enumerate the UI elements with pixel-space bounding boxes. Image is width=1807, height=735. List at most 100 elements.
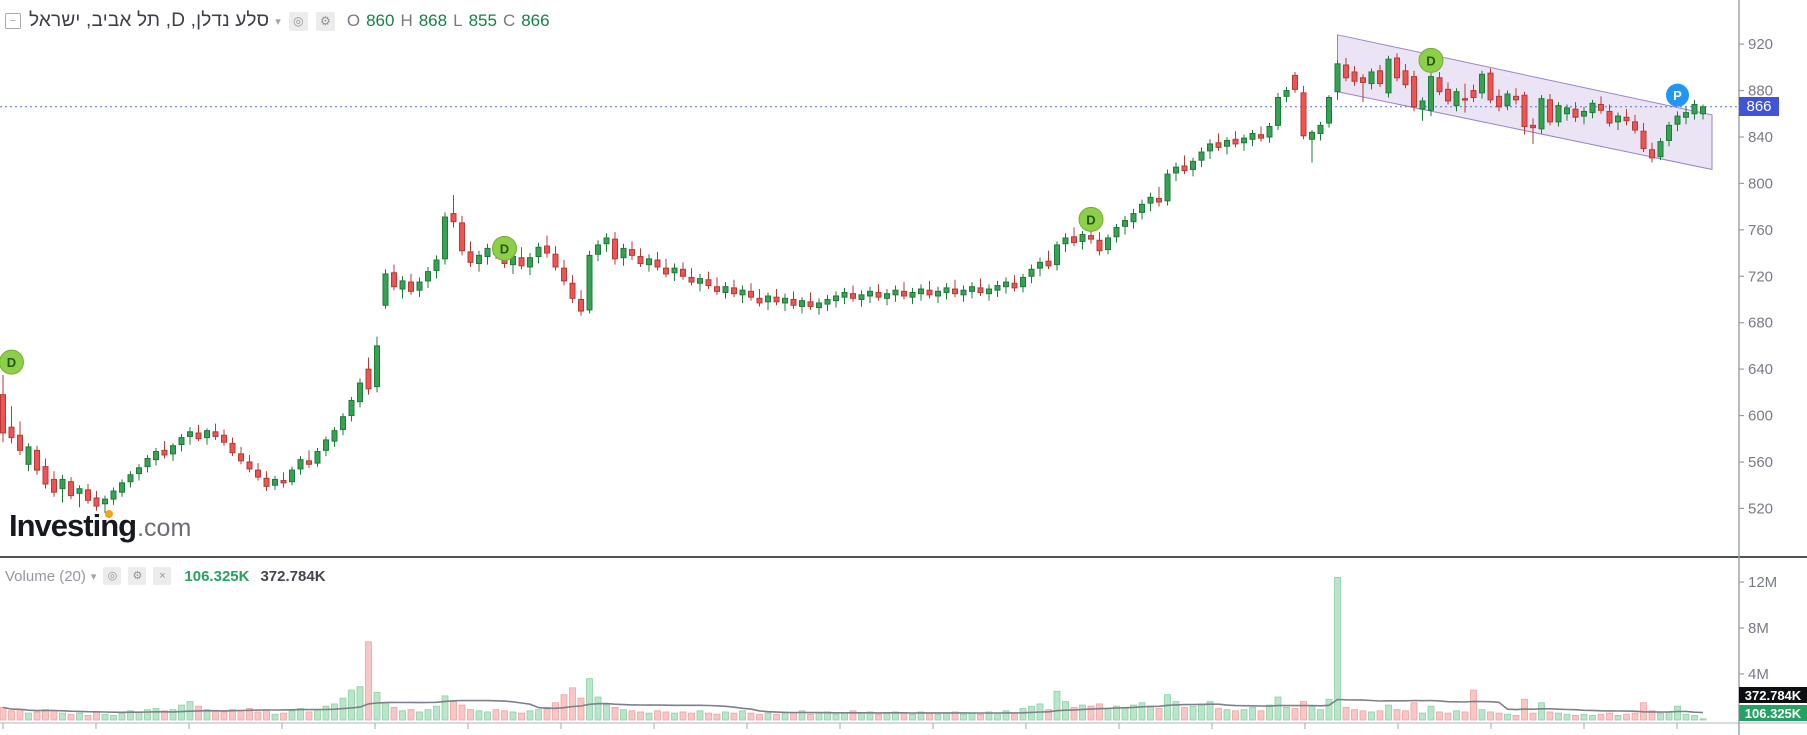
gear-icon[interactable]: ⚙ [128, 567, 147, 585]
volume-axis-label: 12M [1748, 574, 1777, 591]
volume-bar [968, 712, 976, 721]
volume-bar [866, 711, 874, 721]
candle-body [1326, 97, 1332, 124]
candle-body [1615, 115, 1621, 123]
volume-bar [1011, 712, 1018, 721]
volume-axis[interactable]: 12M 8M 4M [1739, 574, 1777, 683]
marker-circle[interactable] [1078, 206, 1104, 232]
volume-bar [1470, 689, 1477, 721]
close-icon[interactable]: × [153, 567, 172, 585]
price-axis[interactable]: 920 880 840 800 760 720 680 640 600 560 520 [1739, 36, 1773, 517]
marker-circle[interactable] [1666, 83, 1689, 107]
candle-body [1088, 235, 1094, 240]
eye-icon[interactable]: ◎ [288, 11, 308, 31]
candle-body [544, 245, 550, 254]
volume-bar [297, 708, 304, 721]
volume-bar [416, 711, 423, 721]
candle-body [756, 297, 763, 304]
time-axis[interactable] [2, 723, 1678, 729]
candle-body [348, 399, 355, 417]
volume-bar [611, 706, 619, 721]
candle-body [875, 292, 882, 298]
dividend-marker[interactable]: D [0, 349, 24, 375]
dividend-marker[interactable]: D [492, 235, 517, 261]
dividend-marker[interactable]: D [1078, 206, 1104, 232]
volume-bar [1614, 715, 1622, 721]
volume-bar [1181, 706, 1188, 721]
volume-bar [526, 710, 534, 721]
volume-bar [76, 712, 83, 721]
volume-bar [773, 713, 780, 721]
candle-body [884, 293, 890, 299]
candle-body [1156, 197, 1162, 203]
candle-body [892, 289, 899, 296]
candle-body [688, 276, 695, 283]
candle-body [76, 488, 83, 494]
volume-bar [1113, 705, 1120, 721]
candle-body [1215, 142, 1222, 148]
candle-body [136, 467, 142, 475]
split-marker[interactable]: P [1666, 83, 1689, 107]
pane-divider[interactable] [0, 556, 1807, 558]
volume-bar [875, 713, 882, 721]
candle-body [1190, 160, 1196, 170]
candle-body [1513, 95, 1519, 101]
candle-body [1683, 112, 1689, 118]
volume-bar [671, 712, 678, 721]
volume-indicator-label[interactable]: Volume (20) [5, 567, 86, 585]
marker-circle[interactable] [492, 235, 517, 261]
candle-body [1147, 196, 1154, 204]
volume-ma-value: 372.784K [260, 567, 326, 585]
volume-bar [118, 712, 126, 721]
candle-body [1317, 124, 1324, 134]
candle-body [382, 273, 389, 306]
candle-body [1241, 137, 1247, 144]
volume-bar [934, 713, 942, 721]
candle-body [1292, 74, 1298, 90]
volume-bar [1019, 708, 1027, 721]
candle-body [1300, 92, 1307, 137]
candle-body [357, 382, 363, 403]
volume-bar [1623, 713, 1630, 721]
volume-bar [764, 712, 772, 721]
candle-body [926, 289, 933, 296]
volume-bar [586, 678, 593, 721]
price-axis-label: 640 [1748, 361, 1773, 378]
volume-bar [1504, 713, 1511, 721]
volume-bar [518, 712, 525, 721]
marker-circle[interactable] [1418, 47, 1444, 73]
symbol-title[interactable]: סלע נדלן, D, תל אביב, ישראל [29, 10, 270, 31]
volume-bar [1215, 708, 1222, 721]
candle-body [552, 253, 559, 268]
volume-bar [322, 705, 330, 721]
volume-axis-label: 4M [1748, 666, 1769, 683]
volume-bar [348, 689, 355, 721]
marker-circle[interactable] [0, 349, 24, 375]
volume-bar [832, 713, 840, 721]
marker-letter: P [1673, 88, 1682, 103]
candle-body [1207, 143, 1213, 152]
volume-bar [161, 710, 168, 721]
volume-bar [1087, 705, 1095, 721]
candle-body [1538, 98, 1545, 130]
volume-bar [637, 711, 644, 721]
volume-axis-label: 8M [1748, 620, 1769, 637]
candle-body [433, 259, 440, 271]
chevron-down-icon[interactable]: ▾ [90, 570, 97, 583]
candle-body [195, 432, 202, 440]
volume-bar [1096, 703, 1103, 721]
volume-bar [433, 705, 440, 721]
candle-body [246, 461, 253, 470]
gear-icon[interactable]: ⚙ [315, 11, 335, 31]
candle-body [637, 256, 644, 264]
eye-icon[interactable]: ◎ [103, 567, 122, 585]
investing-logo[interactable]: Investing .com [9, 508, 191, 544]
volume-bar [807, 713, 814, 721]
collapse-legend-icon[interactable]: − [5, 13, 21, 29]
logo-suffix-text: .com [137, 514, 192, 542]
volume-bar [594, 696, 602, 721]
chevron-down-icon[interactable]: ▾ [275, 15, 281, 28]
dividend-marker[interactable]: D [1418, 47, 1444, 73]
candle-body [1504, 93, 1511, 107]
